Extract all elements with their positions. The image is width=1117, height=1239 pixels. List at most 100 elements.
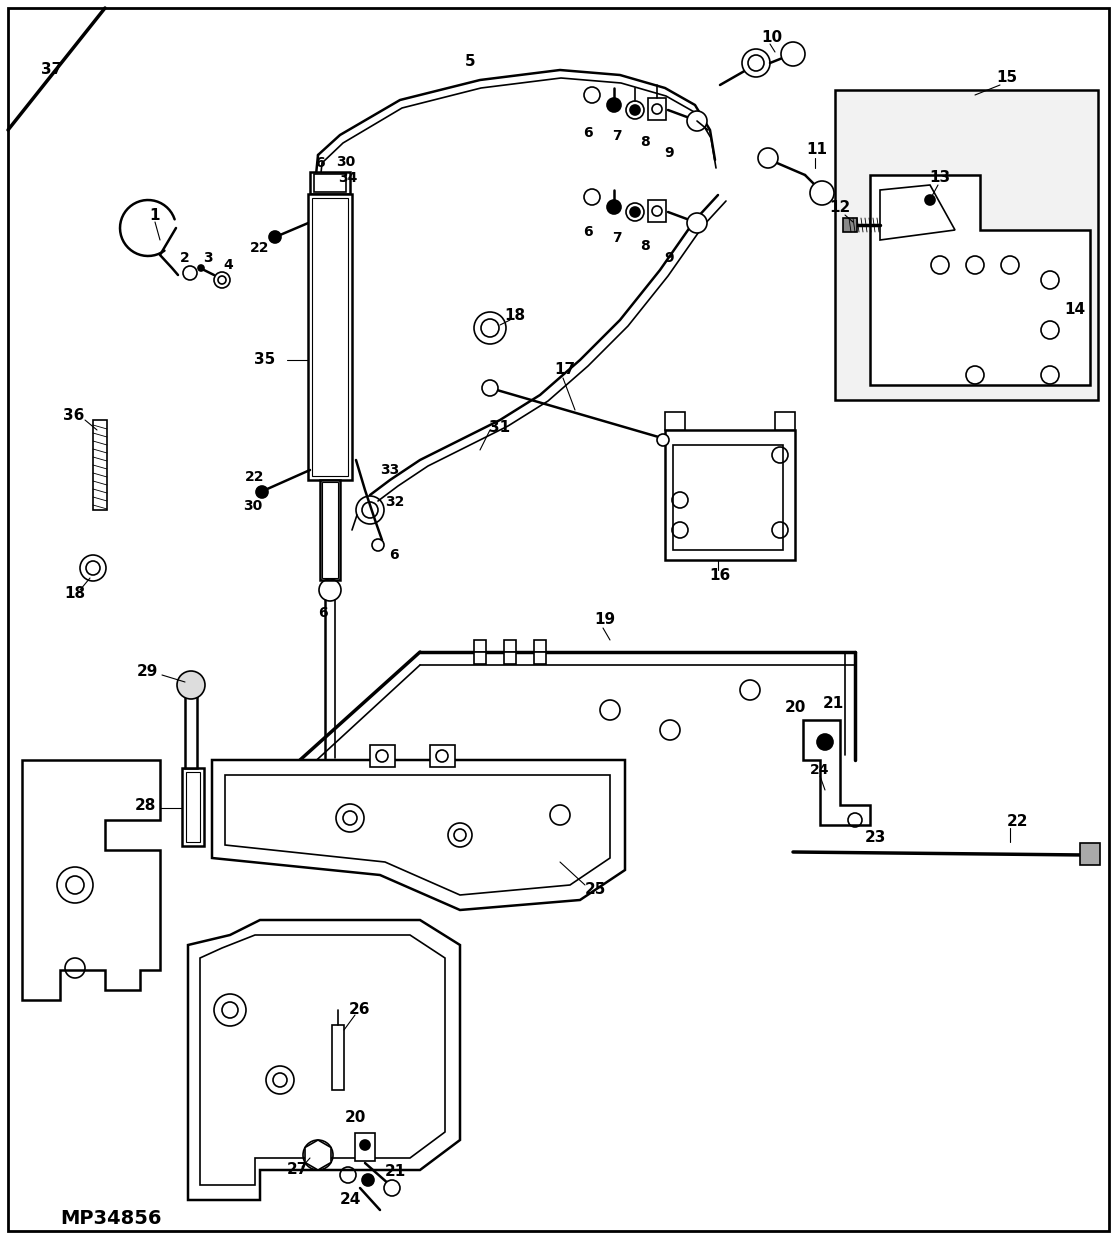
Bar	[187, 772, 200, 843]
Polygon shape	[212, 760, 626, 909]
Bar	[319, 479, 340, 580]
Bar	[370, 745, 395, 767]
Text: 11: 11	[806, 142, 828, 157]
Text: 18: 18	[65, 586, 86, 601]
Bar	[534, 641, 546, 652]
Text: 29: 29	[136, 664, 157, 679]
Circle shape	[176, 672, 206, 699]
Circle shape	[256, 486, 268, 498]
Bar	[322, 482, 338, 579]
Circle shape	[626, 203, 645, 221]
Text: 35: 35	[255, 353, 276, 368]
Text: 10: 10	[762, 31, 783, 46]
Circle shape	[198, 265, 204, 271]
Text: 6: 6	[315, 156, 325, 170]
Text: 9: 9	[665, 146, 674, 160]
Bar	[474, 652, 486, 664]
Text: 30: 30	[244, 499, 262, 513]
Text: 32: 32	[385, 496, 404, 509]
Text: 37: 37	[41, 62, 63, 78]
Text: 34: 34	[338, 171, 357, 185]
Text: 36: 36	[64, 408, 85, 422]
Text: 21: 21	[384, 1165, 405, 1180]
Circle shape	[607, 199, 621, 214]
Circle shape	[626, 102, 645, 119]
Text: 8: 8	[640, 135, 650, 149]
Polygon shape	[870, 175, 1090, 385]
Text: 15: 15	[996, 71, 1018, 85]
Bar	[311, 172, 350, 195]
Text: 27: 27	[286, 1162, 307, 1177]
Bar	[665, 430, 795, 560]
Circle shape	[781, 42, 805, 66]
Text: MP34856: MP34856	[60, 1208, 162, 1228]
Text: 1: 1	[150, 207, 160, 223]
Bar	[182, 768, 204, 846]
Bar	[836, 90, 1098, 400]
Text: 24: 24	[340, 1192, 361, 1208]
Circle shape	[810, 181, 834, 204]
Circle shape	[362, 1175, 374, 1186]
Circle shape	[817, 733, 833, 750]
Circle shape	[269, 230, 281, 243]
Circle shape	[758, 147, 779, 169]
Text: 20: 20	[784, 700, 805, 715]
Circle shape	[687, 112, 707, 131]
Text: 2: 2	[180, 252, 190, 265]
Bar	[648, 199, 666, 222]
Circle shape	[384, 1180, 400, 1196]
Circle shape	[742, 50, 770, 77]
Bar	[185, 690, 197, 768]
Text: 26: 26	[350, 1002, 371, 1017]
Text: 21: 21	[822, 695, 843, 710]
Text: 22: 22	[250, 242, 269, 255]
Text: 28: 28	[134, 798, 155, 813]
Bar	[355, 1132, 375, 1161]
Bar	[843, 218, 857, 232]
Bar	[314, 173, 346, 192]
Bar	[504, 641, 516, 652]
Circle shape	[630, 207, 640, 217]
Polygon shape	[803, 720, 870, 825]
Text: 9: 9	[665, 252, 674, 265]
Text: 17: 17	[554, 363, 575, 378]
Polygon shape	[880, 185, 955, 240]
Bar	[474, 641, 486, 652]
Text: 18: 18	[505, 307, 526, 322]
Text: 5: 5	[465, 55, 476, 69]
Bar	[1080, 843, 1100, 865]
Text: 16: 16	[709, 567, 731, 582]
Text: 33: 33	[381, 463, 400, 477]
Text: 22: 22	[246, 470, 265, 484]
Text: 30: 30	[336, 155, 355, 169]
Circle shape	[657, 434, 669, 446]
Text: 23: 23	[865, 829, 886, 845]
Circle shape	[687, 213, 707, 233]
Text: 3: 3	[203, 252, 213, 265]
Text: 7: 7	[612, 129, 622, 142]
Bar	[312, 198, 349, 476]
Text: 22: 22	[1008, 814, 1029, 829]
Text: 6: 6	[318, 606, 327, 620]
Bar	[332, 1025, 344, 1090]
Text: 12: 12	[830, 201, 851, 216]
Polygon shape	[225, 776, 610, 895]
Text: 6: 6	[389, 548, 399, 563]
Text: 20: 20	[344, 1110, 365, 1125]
Circle shape	[607, 98, 621, 112]
Circle shape	[925, 195, 935, 204]
Text: 24: 24	[810, 763, 830, 777]
Text: 6: 6	[583, 225, 593, 239]
Text: 6: 6	[583, 126, 593, 140]
Text: 19: 19	[594, 612, 615, 627]
Text: 25: 25	[584, 882, 605, 897]
Polygon shape	[188, 921, 460, 1201]
Polygon shape	[200, 935, 445, 1184]
Circle shape	[360, 1140, 370, 1150]
Polygon shape	[22, 760, 160, 1000]
Bar	[648, 98, 666, 120]
Bar	[308, 195, 352, 479]
Circle shape	[483, 380, 498, 396]
Text: 14: 14	[1065, 302, 1086, 317]
Bar	[775, 413, 795, 430]
